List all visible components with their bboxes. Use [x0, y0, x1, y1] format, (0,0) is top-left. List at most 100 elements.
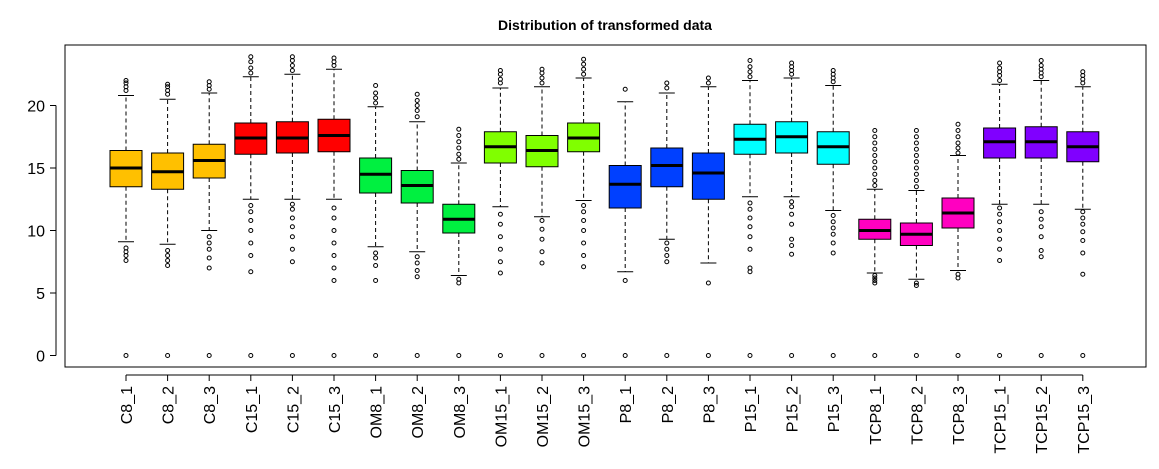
box-tcp15-3	[1066, 69, 1100, 358]
outlier-point	[581, 218, 587, 223]
outlier-point	[581, 353, 587, 358]
outlier-point	[1038, 234, 1044, 240]
outlier-point	[872, 280, 878, 286]
outlier-point	[997, 65, 1003, 71]
outlier-point	[289, 201, 295, 207]
outlier-point	[705, 353, 711, 358]
outlier-point	[830, 250, 836, 256]
outlier-point	[789, 211, 795, 217]
box-p15-3	[816, 68, 850, 358]
outlier-point	[1038, 224, 1044, 230]
outlier-point	[289, 68, 295, 73]
box-om15-3	[567, 56, 601, 358]
outlier-point	[747, 215, 753, 221]
outlier-point	[289, 259, 295, 265]
outlier-point	[123, 353, 129, 358]
outlier-point	[1080, 221, 1086, 227]
x-category-label: C15_3	[327, 386, 344, 433]
outlier-point	[497, 270, 503, 276]
outlier-point	[497, 234, 503, 240]
outlier-point	[664, 246, 670, 252]
box-c15-1	[234, 54, 268, 358]
outlier-point	[830, 231, 836, 237]
x-category-label: OM8_2	[410, 386, 427, 439]
outlier-point	[913, 153, 919, 158]
outlier-point	[1038, 353, 1044, 358]
outlier-point	[456, 353, 462, 358]
box-c8-3	[192, 79, 226, 358]
outlier-point	[622, 278, 628, 283]
outlier-point	[414, 114, 420, 120]
y-tick-label: 15	[27, 161, 45, 178]
y-tick-label: 10	[27, 224, 45, 241]
outlier-point	[913, 178, 919, 183]
x-category-label: TCP15_2	[1034, 386, 1051, 454]
outlier-point	[581, 61, 587, 67]
outlier-point	[373, 95, 379, 101]
outlier-point	[497, 211, 503, 217]
outlier-point	[414, 260, 420, 266]
outlier-point	[872, 146, 878, 152]
y-axis: 0 5 10 15 20	[27, 99, 57, 366]
outlier-point	[123, 245, 129, 251]
y-tick-label: 5	[36, 286, 45, 303]
outlier-point	[373, 255, 379, 261]
box-iqr	[608, 165, 642, 209]
outlier-point	[497, 259, 503, 265]
box-iqr	[691, 152, 725, 200]
outlier-point	[913, 140, 919, 146]
outlier-point	[747, 234, 753, 240]
outlier-point	[331, 205, 337, 211]
outlier-point	[955, 128, 961, 133]
outlier-point	[331, 278, 337, 283]
outlier-point	[705, 80, 711, 86]
outlier-point	[497, 246, 503, 252]
outlier-point	[497, 68, 503, 73]
box-c15-3	[317, 55, 351, 358]
outlier-point	[789, 236, 795, 242]
outlier-point	[955, 140, 961, 146]
outlier-point	[414, 103, 420, 108]
outlier-point	[872, 128, 878, 133]
x-category-label: P8_1	[618, 386, 635, 423]
outlier-point	[414, 274, 420, 280]
outlier-point	[1038, 248, 1044, 253]
outlier-point	[622, 86, 628, 92]
outlier-point	[414, 91, 420, 97]
outlier-point	[872, 183, 878, 188]
outlier-point	[414, 268, 420, 273]
outlier-point	[747, 206, 753, 212]
x-category-label: TCP8_3	[951, 386, 968, 445]
outlier-point	[373, 278, 379, 283]
outlier-point	[830, 219, 836, 225]
outlier-point	[830, 225, 836, 231]
outlier-point	[997, 60, 1003, 66]
outlier-point	[747, 74, 753, 80]
box-c8-1	[109, 78, 143, 358]
outlier-point	[248, 228, 254, 233]
outlier-point	[539, 249, 545, 255]
outlier-point	[581, 71, 587, 77]
outlier-point	[456, 151, 462, 157]
outlier-point	[1080, 209, 1086, 215]
outlier-point	[997, 236, 1003, 242]
box-om15-2	[525, 66, 559, 358]
box-tcp8-3	[941, 121, 975, 358]
outlier-point	[664, 80, 670, 86]
outlier-point	[1038, 58, 1044, 63]
outlier-point	[165, 353, 171, 358]
x-category-label: C15_2	[285, 386, 302, 433]
outlier-point	[789, 60, 795, 66]
y-tick-label: 0	[36, 349, 45, 366]
outlier-point	[955, 150, 961, 156]
box-p15-2	[775, 60, 809, 358]
outlier-point	[789, 204, 795, 210]
outlier-point	[997, 219, 1003, 225]
x-category-label: TCP8_1	[868, 386, 885, 445]
outlier-point	[747, 58, 753, 63]
x-category-label: C8_2	[161, 386, 178, 424]
outlier-point	[539, 66, 545, 72]
outlier-point	[289, 353, 295, 358]
outlier-point	[1038, 254, 1044, 260]
